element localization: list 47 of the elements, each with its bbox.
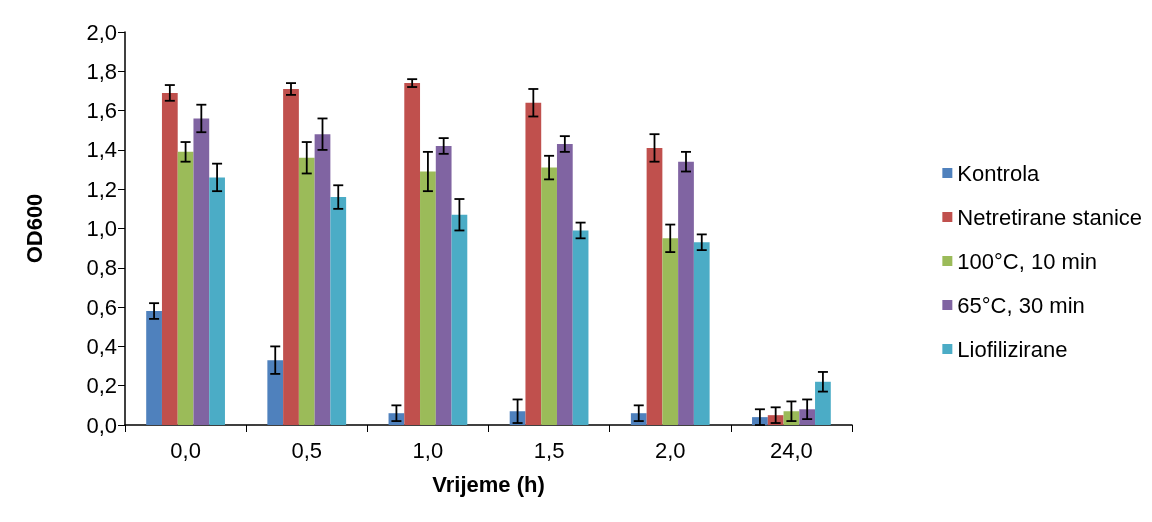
bar xyxy=(678,161,694,425)
x-tick-label: 0,5 xyxy=(291,437,323,463)
y-tick-label: 0,0 xyxy=(86,412,117,438)
bar xyxy=(420,171,436,425)
x-tick-label: 1,0 xyxy=(412,437,444,463)
bar xyxy=(404,83,421,425)
x-tick-label: 2,0 xyxy=(654,437,686,463)
bar xyxy=(267,360,284,425)
legend-label: 100°C, 10 min xyxy=(957,248,1098,274)
y-tick-label: 1,2 xyxy=(86,176,117,202)
x-tick-label: 0,0 xyxy=(170,437,201,463)
bar xyxy=(693,242,710,425)
bar xyxy=(541,167,557,425)
bar xyxy=(646,147,663,425)
legend-label: Netretirane stanice xyxy=(957,204,1143,230)
bar xyxy=(815,381,831,425)
bar xyxy=(435,145,452,425)
bar xyxy=(161,92,178,425)
bar xyxy=(298,157,315,425)
bar xyxy=(209,177,225,425)
bar xyxy=(177,151,194,425)
legend-label: Liofilizirane xyxy=(957,336,1068,362)
bar xyxy=(193,118,210,425)
y-axis-title: OD600 xyxy=(21,193,47,264)
y-tick-label: 1,4 xyxy=(86,137,117,163)
y-tick-label: 1,6 xyxy=(86,98,117,124)
bar xyxy=(662,238,679,425)
bar xyxy=(451,214,468,425)
bar xyxy=(556,144,573,425)
legend-label: 65°C, 30 min xyxy=(957,292,1085,318)
bar xyxy=(572,230,589,425)
x-tick-label: 1,5 xyxy=(533,437,565,463)
bar xyxy=(330,197,347,425)
bar xyxy=(525,102,542,425)
bar xyxy=(283,88,299,425)
legend-label: Kontrola xyxy=(957,160,1041,186)
y-tick-label: 2,0 xyxy=(86,19,117,45)
y-tick-label: 0,8 xyxy=(86,255,117,281)
x-tick-label: 24,0 xyxy=(770,437,813,463)
y-tick-label: 1,0 xyxy=(86,216,117,241)
y-tick-label: 0,6 xyxy=(86,294,117,320)
y-tick-label: 0,2 xyxy=(86,373,117,399)
bar xyxy=(314,134,331,425)
y-tick-label: 1,8 xyxy=(86,58,117,84)
bar xyxy=(146,311,162,425)
y-tick-label: 0,4 xyxy=(86,333,117,359)
x-axis-title: Vrijeme (h) xyxy=(432,471,545,497)
